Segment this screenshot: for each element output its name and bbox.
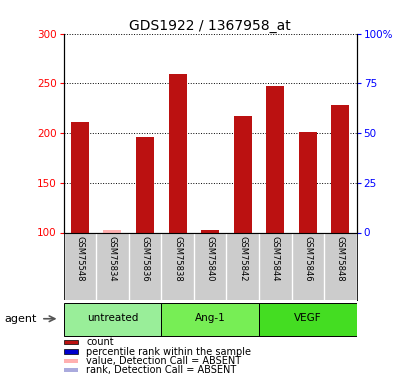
Bar (71, 122, 89, 232)
Text: GSM75840: GSM75840 (205, 236, 214, 281)
Text: Ang-1: Ang-1 (194, 313, 225, 323)
Text: GSM75846: GSM75846 (303, 236, 312, 282)
Bar (103, 230, 121, 232)
Bar (266, 86, 283, 232)
Bar (63, 350, 78, 354)
Bar (136, 137, 153, 232)
Text: percentile rank within the sample: percentile rank within the sample (86, 346, 250, 357)
Bar (233, 116, 251, 232)
Text: rank, Detection Call = ABSENT: rank, Detection Call = ABSENT (86, 365, 236, 375)
Bar (161, 303, 258, 336)
Text: GSM75548: GSM75548 (75, 236, 84, 281)
Bar (63, 303, 161, 336)
Bar (330, 105, 348, 232)
Bar (298, 132, 316, 232)
Bar (201, 230, 218, 232)
Text: GSM75842: GSM75842 (238, 236, 247, 281)
Text: agent: agent (4, 314, 36, 324)
Text: GSM75844: GSM75844 (270, 236, 279, 281)
Text: GSM75834: GSM75834 (108, 236, 117, 282)
Text: untreated: untreated (87, 313, 138, 323)
Bar (63, 340, 78, 344)
Text: GSM75848: GSM75848 (335, 236, 344, 282)
Text: count: count (86, 337, 113, 347)
Text: VEGF: VEGF (293, 313, 321, 323)
Text: value, Detection Call = ABSENT: value, Detection Call = ABSENT (86, 356, 240, 366)
Title: GDS1922 / 1367958_at: GDS1922 / 1367958_at (129, 19, 290, 33)
Bar (63, 359, 78, 363)
Bar (258, 303, 356, 336)
Text: GSM75836: GSM75836 (140, 236, 149, 282)
Bar (168, 74, 186, 232)
Text: GSM75838: GSM75838 (173, 236, 182, 282)
Bar (63, 368, 78, 372)
